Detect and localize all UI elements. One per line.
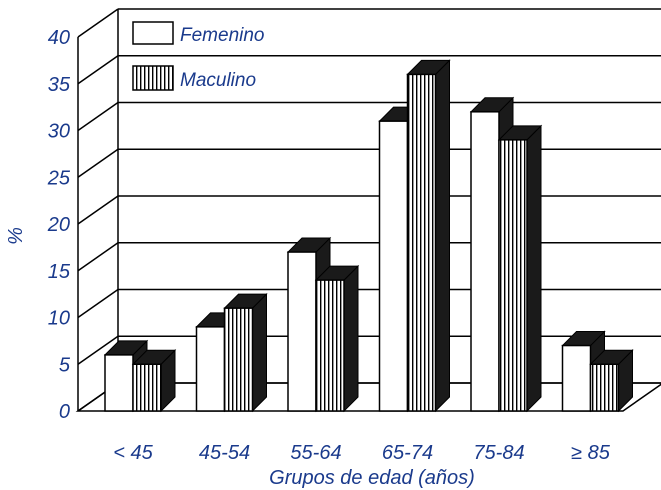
y-tick-label: 0 — [59, 401, 70, 423]
legend-label-maculino: Maculino — [180, 70, 256, 91]
y-tick-label: 35 — [48, 74, 71, 96]
bar-maculino — [589, 349, 634, 413]
y-tick-label: 25 — [47, 167, 71, 189]
bar-maculino — [223, 292, 268, 413]
y-tick-label: 5 — [59, 354, 71, 376]
gridline-side — [77, 148, 119, 178]
gridline-side — [77, 335, 119, 365]
chart-bars — [103, 59, 634, 413]
gridline-side — [77, 288, 119, 319]
y-tick-label: 20 — [47, 214, 70, 236]
x-tick-label: 45-54 — [199, 442, 250, 464]
bar-maculino — [314, 264, 360, 413]
y-tick-label: 40 — [48, 27, 70, 49]
y-tick-label: 10 — [48, 308, 70, 330]
x-axis-label: Grupos de edad (años) — [269, 467, 475, 489]
y-tick-label: 30 — [48, 121, 70, 143]
gridline-side — [77, 195, 119, 225]
bar-maculino — [131, 349, 177, 413]
legend-box-femenino — [132, 21, 174, 45]
gridline-side — [77, 101, 119, 132]
gridline-side — [77, 8, 119, 38]
bar-maculino — [497, 124, 543, 413]
legend-label-femenino: Femenino — [180, 25, 265, 46]
legend-box-maculino — [132, 65, 174, 91]
gridline-side — [77, 242, 119, 272]
x-tick-label: 55-64 — [290, 442, 341, 464]
x-tick-label: 75-84 — [473, 442, 524, 464]
x-tick-label: ≥ 85 — [571, 442, 611, 464]
x-tick-label: 65-74 — [382, 442, 433, 464]
bar-maculino — [406, 59, 451, 413]
chart-labels: 0 5 10 15 20 25 30 35 40 < 45 45-54 55-64 65-74 75-84… — [47, 27, 611, 464]
x-tick-label: < 45 — [113, 442, 153, 464]
chart-legend: Femenino Maculino — [132, 21, 265, 91]
y-tick-label: 15 — [48, 261, 71, 283]
gridline-side — [77, 55, 119, 85]
y-axis-label: % — [5, 227, 27, 245]
